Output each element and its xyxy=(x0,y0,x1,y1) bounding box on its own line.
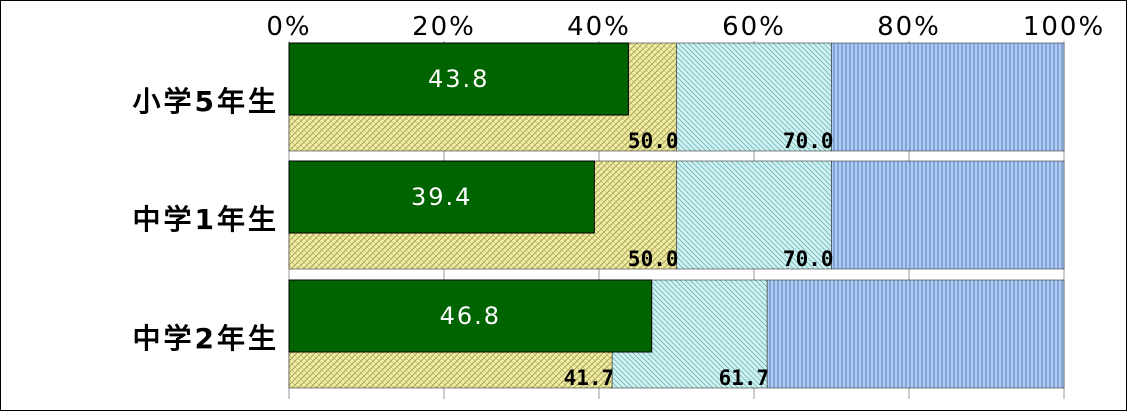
main-value-label: 43.8 xyxy=(428,65,489,93)
main-bar xyxy=(288,42,629,116)
x-tick-label: 20% xyxy=(412,12,476,42)
band-segment xyxy=(831,42,1065,152)
main-value-label: 46.8 xyxy=(440,302,501,330)
boundary-label: 61.7 xyxy=(719,366,770,390)
band-segment xyxy=(831,160,1065,270)
x-axis-ticks: 0% 20% 40% 60% 80% 100% xyxy=(266,12,1105,42)
labels-layer: 小学5年生 43.8 50.0 70.0 中学1年生 39.4 50.0 70.0 中学2年生 4… xyxy=(133,65,834,390)
band-segment xyxy=(676,160,832,270)
x-tick-label: 40% xyxy=(567,12,631,42)
main-bar xyxy=(288,279,653,353)
category-label: 中学2年生 xyxy=(133,322,279,355)
boundary-label: 70.0 xyxy=(783,247,834,271)
x-tick-label: 60% xyxy=(722,12,786,42)
boundary-label: 41.7 xyxy=(564,366,615,390)
boundary-label: 70.0 xyxy=(783,129,834,153)
category-label: 中学1年生 xyxy=(133,203,279,236)
band-segment xyxy=(766,279,1065,389)
x-tick-label: 100% xyxy=(1023,12,1105,42)
main-bar xyxy=(288,160,595,234)
x-tick-label: 80% xyxy=(877,12,941,42)
bars-layer xyxy=(288,42,1065,389)
x-tick-label: 0% xyxy=(266,12,311,42)
boundary-label: 50.0 xyxy=(628,247,679,271)
category-label: 小学5年生 xyxy=(133,85,279,118)
boundary-label: 50.0 xyxy=(628,129,679,153)
main-value-label: 39.4 xyxy=(411,183,472,211)
